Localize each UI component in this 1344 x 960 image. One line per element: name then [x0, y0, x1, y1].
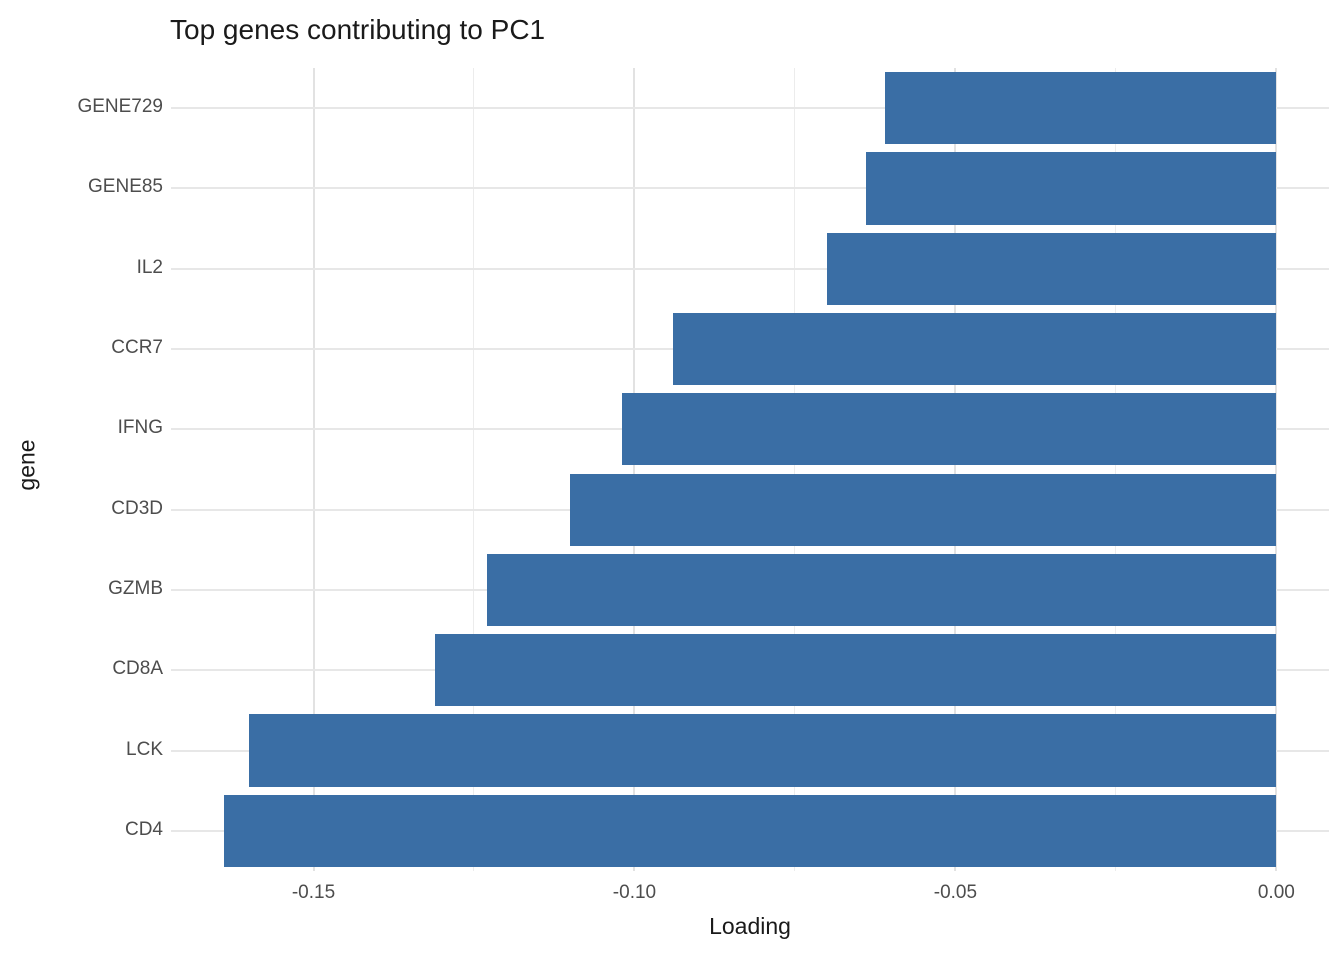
bar	[865, 152, 1277, 225]
x-tick-label: -0.15	[291, 882, 336, 903]
x-gridline-major	[633, 68, 636, 871]
category-label: LCK	[126, 738, 163, 760]
category-label: CD4	[124, 818, 163, 840]
bar	[249, 714, 1277, 787]
y-axis-title: gene	[13, 439, 40, 491]
bar	[223, 794, 1277, 867]
bar	[621, 393, 1277, 466]
category-label: IFNG	[117, 417, 163, 439]
x-gridline-minor	[1115, 68, 1117, 871]
category-label: CCR7	[111, 337, 163, 359]
x-gridline-major	[312, 68, 315, 871]
plot-area	[171, 68, 1329, 871]
category-label: GENE85	[88, 176, 163, 198]
y-gridline	[171, 187, 1329, 190]
chart-title: Top genes contributing to PC1	[170, 14, 546, 45]
x-tick-label: -0.10	[612, 882, 657, 903]
bar	[827, 232, 1277, 305]
x-gridline-major	[954, 68, 957, 871]
x-axis-title: Loading	[709, 913, 791, 939]
y-gridline	[171, 107, 1329, 110]
x-gridline-minor	[794, 68, 796, 871]
bar	[570, 473, 1277, 546]
x-tick-label: -0.05	[933, 882, 978, 903]
bar	[672, 312, 1277, 386]
x-gridline-minor	[473, 68, 475, 871]
category-label: GZMB	[108, 577, 163, 599]
category-label: GENE729	[77, 96, 163, 118]
y-gridline	[171, 267, 1329, 270]
bar	[486, 553, 1277, 627]
x-tick-label: 0.00	[1257, 882, 1295, 903]
bar	[435, 634, 1277, 707]
category-label: CD8A	[112, 658, 163, 680]
category-label: IL2	[136, 256, 163, 278]
x-gridline-major	[1275, 68, 1278, 871]
category-label: CD3D	[111, 497, 163, 519]
bar	[884, 72, 1277, 145]
